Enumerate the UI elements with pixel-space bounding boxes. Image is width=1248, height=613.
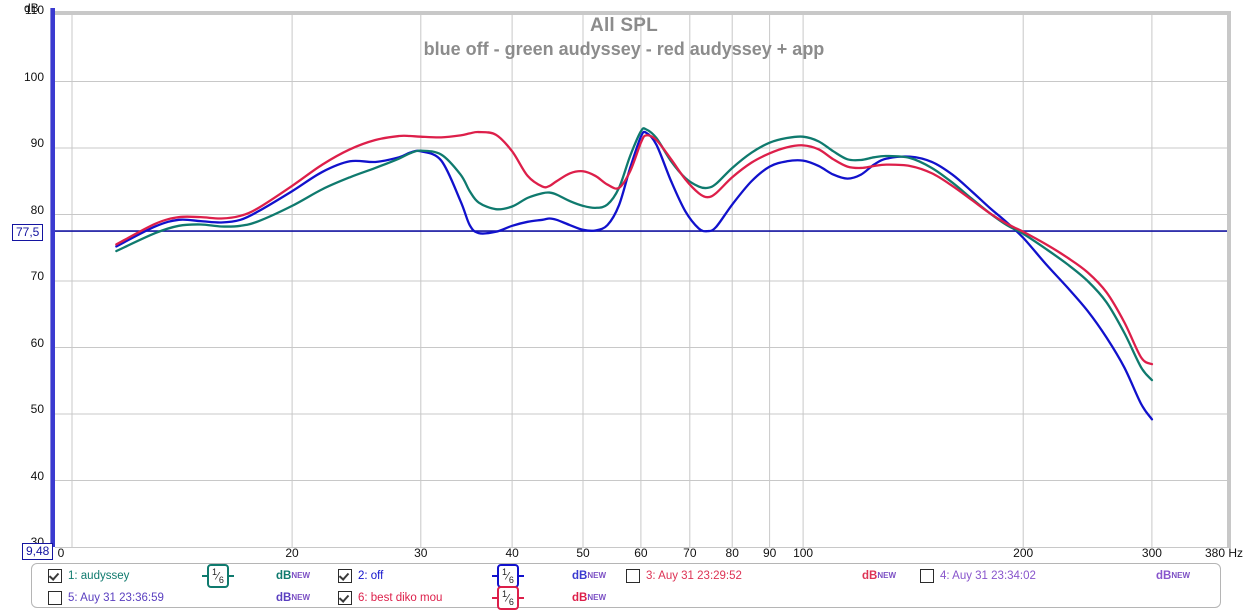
- legend-db-button-1[interactable]: dB NEW: [276, 565, 310, 587]
- y-axis-tick-label: 80: [30, 202, 44, 217]
- y-axis-tick-label: 110: [24, 3, 44, 17]
- legend-checkbox-3[interactable]: [626, 569, 640, 583]
- legend-trace-line-left-6: [492, 597, 497, 599]
- legend-trace-line-right-1: [228, 575, 234, 577]
- y-axis-tick-label: 70: [30, 269, 44, 283]
- chart-title: All SPL: [590, 15, 658, 36]
- legend-db-text-5: dB: [276, 592, 292, 604]
- legend-entry-5[interactable]: 5: Auy 31 23:36:59: [48, 587, 164, 609]
- x-axis-tick-label: 50: [576, 546, 590, 560]
- legend-checkbox-5[interactable]: [48, 591, 62, 605]
- x-axis-tick-label: 30: [414, 546, 428, 560]
- legend-db-new-tag-4: NEW: [1171, 571, 1191, 580]
- y-axis-line: [50, 8, 55, 547]
- plot-frame: [55, 11, 1231, 547]
- legend-label-5: 5: Auy 31 23:36:59: [68, 592, 164, 604]
- legend-db-new-tag-3: NEW: [877, 571, 897, 580]
- legend-smoothing-badge-2[interactable]: 1⁄6: [492, 563, 524, 589]
- x-axis-tick-label: 20: [285, 546, 299, 560]
- y-axis-unit-label: dB: [24, 1, 39, 15]
- legend-entry-2[interactable]: 2: off: [338, 565, 383, 587]
- legend-trace-line-left-1: [202, 575, 207, 577]
- horizontal-gridlines: [55, 81, 1227, 481]
- x-axis-tick-label: 100: [793, 546, 814, 560]
- x-axis-tick-label: 40: [505, 546, 519, 560]
- y-axis-tick-label: 100: [23, 69, 44, 84]
- x-axis-tick-label: 60: [634, 546, 648, 560]
- x-axis-tick-label: 300: [1141, 546, 1162, 560]
- legend-db-button-4[interactable]: dB NEW: [1156, 565, 1190, 587]
- legend-db-new-tag-5: NEW: [291, 593, 311, 602]
- legend-trace-line-right-6: [518, 597, 524, 599]
- x-axis-tick-label: 200: [1013, 546, 1034, 560]
- y-axis-tick-label: 60: [30, 335, 44, 350]
- legend-entry-3[interactable]: 3: Auy 31 23:29:52: [626, 565, 742, 587]
- legend-entry-6[interactable]: 6: best diko mou: [338, 587, 442, 609]
- spl-curve-1-audyssey: [115, 127, 1154, 382]
- spl-curves: [115, 127, 1154, 421]
- legend-db-text-3: dB: [862, 570, 878, 582]
- x-axis-unit-text: Hz: [1228, 546, 1244, 560]
- legend-smoothing-value-2: 1⁄6: [497, 563, 519, 589]
- legend-checkbox-1[interactable]: [48, 569, 62, 583]
- x-marker-value[interactable]: 9,48: [22, 543, 54, 560]
- legend-label-2: 2: off: [358, 570, 384, 582]
- legend-db-text-4: dB: [1156, 570, 1172, 582]
- spl-curve-2-off: [115, 130, 1154, 421]
- legend-db-new-tag-2: NEW: [587, 571, 607, 580]
- x-axis-tick-label: 90: [762, 546, 777, 560]
- x-axis-end-value: 380: [1205, 546, 1226, 560]
- legend-db-button-3[interactable]: dB NEW: [862, 565, 896, 587]
- legend-db-button-5[interactable]: dB NEW: [276, 587, 310, 609]
- spl-plot-svg: [55, 15, 1227, 547]
- legend-checkbox-6[interactable]: [338, 591, 352, 605]
- legend-label-6: 6: best diko mou: [358, 592, 443, 604]
- spl-curve-6-best-diko-mou: [115, 130, 1154, 366]
- x-axis-unit-label: 380 Hz: [1205, 546, 1243, 560]
- legend-db-text-1: dB: [276, 570, 292, 582]
- legend-panel: 1: audyssey 1⁄6 dB NEW 2: off 1⁄6 dB NEW 3: Auy …: [31, 563, 1221, 611]
- legend-trace-line-left-2: [492, 575, 497, 577]
- y-axis-tick-label: 40: [30, 468, 44, 483]
- legend-db-text-2: dB: [572, 570, 588, 582]
- legend-smoothing-badge-6[interactable]: 1⁄6: [492, 585, 524, 611]
- legend-label-1: 1: audyssey: [68, 570, 130, 582]
- legend-smoothing-badge-1[interactable]: 1⁄6: [202, 563, 234, 589]
- x-axis-tick-label: 80: [725, 546, 739, 560]
- legend-checkbox-2[interactable]: [338, 569, 352, 583]
- legend-db-button-6[interactable]: dB NEW: [572, 587, 606, 609]
- legend-db-text-6: dB: [572, 592, 588, 604]
- y-axis-tick-label: 90: [30, 136, 44, 150]
- legend-trace-line-right-2: [518, 575, 524, 577]
- x-axis-tick-label: 0: [57, 546, 65, 560]
- legend-label-4: 4: Auy 31 23:34:02: [940, 570, 1036, 582]
- legend-smoothing-value-1: 1⁄6: [207, 563, 229, 589]
- chart-area: dB 380 Hz 110 100 90 80 70 60 50 40 30 0 20 30 40 50…: [12, 1, 1243, 560]
- legend-smoothing-value-6: 1⁄6: [497, 585, 519, 611]
- legend-label-3: 3: Auy 31 23:29:52: [646, 570, 742, 582]
- y-axis-tick-label: 50: [30, 402, 44, 416]
- legend-entry-4[interactable]: 4: Auy 31 23:34:02: [920, 565, 1036, 587]
- legend-db-button-2[interactable]: dB NEW: [572, 565, 606, 587]
- legend-db-new-tag-1: NEW: [291, 571, 311, 580]
- y-marker-value[interactable]: 77,5: [12, 224, 44, 241]
- legend-db-new-tag-6: NEW: [587, 593, 607, 602]
- legend-checkbox-4[interactable]: [920, 569, 934, 583]
- chart-subtitle: blue off - green audyssey - red audyssey…: [423, 39, 825, 59]
- plot-inner: [55, 15, 1227, 547]
- x-axis-tick-label: 70: [683, 546, 697, 560]
- legend-entry-1[interactable]: 1: audyssey: [48, 565, 129, 587]
